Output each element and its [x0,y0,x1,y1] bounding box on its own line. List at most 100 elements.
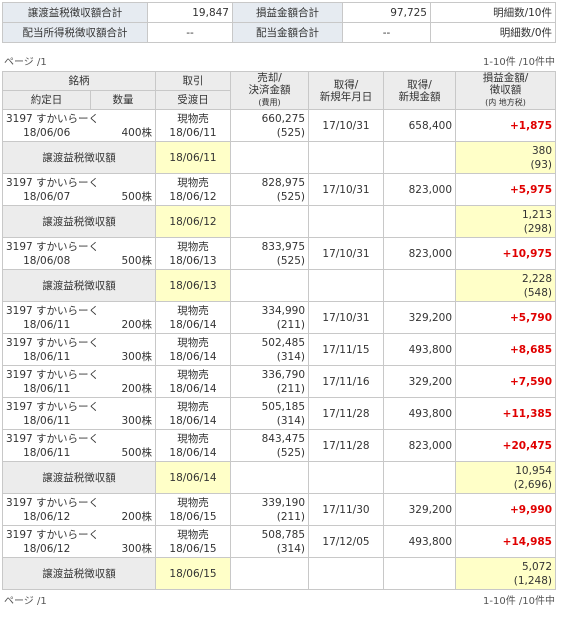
settle-date: 18/06/11 [169,126,217,139]
header-row: 銘柄 取引 売却/決済金額 (費用) 取得/新規年月日 取得/新規金額 損益金額/… [2,71,556,110]
empty-cell [383,269,456,302]
header-cell: 数量 [90,90,156,110]
stock-name: 3197 すかいらーく [6,496,100,509]
stock-detail: 18/06/11 200株 [6,318,152,332]
acq-date: 17/10/31 [308,301,384,334]
tax-row: 譲渡益税徴収額 18/06/14 10,954 (2,696) [2,461,556,494]
trade-kind: 現物売 [177,528,209,541]
header-cell: 約定日 [2,90,91,110]
stock-name: 3197 すかいらーく [6,240,100,253]
sale-amount: 336,790 [261,368,305,381]
stock-cell: 3197 すかいらーく 18/06/11 200株 [2,301,156,334]
summary-label: 損益金額合計 [232,2,343,23]
settle-date: 18/06/14 [169,318,217,331]
stock-detail: 18/06/06 400株 [6,126,152,140]
summary-table: 譲渡益税徴収額合計 19,847 損益金額合計 97,725 明細数/10件 配当所得税徴… [2,2,556,43]
header-text: 取得/ [333,78,359,91]
tax-amount: 2,228 [521,272,552,285]
sale-amount: 843,475 [261,432,305,445]
stock-name: 3197 すかいらーく [6,176,100,189]
empty-cell [383,557,456,590]
sale-amount: 339,190 [261,496,305,509]
stock-cell: 3197 すかいらーく 18/06/11 300株 [2,333,156,366]
summary-row: 配当所得税徴収額合計 -- 配当金額合計 -- 明細数/0件 [2,22,556,43]
acq-date: 17/11/15 [308,333,384,366]
stock-detail: 18/06/12 300株 [6,542,152,556]
stock-cell: 3197 すかいらーく 18/06/12 300株 [2,525,156,558]
sale-amount: 505,185 [261,400,305,413]
tax-amount-cell: 2,228 (548) [455,269,556,302]
profit-loss: +11,385 [455,397,556,430]
tax-local: (93) [530,158,552,171]
sale-cell: 660,275 (525) [230,109,309,142]
exec-date: 18/06/07 [23,190,71,203]
header-cell: 取得/新規金額 [383,71,456,110]
empty-cell [308,141,384,174]
sale-amount: 660,275 [261,112,305,125]
exec-date: 18/06/11 [23,414,71,427]
tax-local: (2,696) [513,478,552,491]
quantity: 300株 [121,350,152,363]
quantity: 500株 [121,446,152,459]
count-label: 1-10件 /10件中 [483,596,555,607]
sale-fee: (211) [276,382,305,395]
sale-cell: 828,975 (525) [230,173,309,206]
exec-date: 18/06/11 [23,446,71,459]
trade-kind: 現物売 [177,336,209,349]
acq-date: 17/11/28 [308,397,384,430]
stock-detail: 18/06/11 200株 [6,382,152,396]
exec-date: 18/06/06 [23,126,71,139]
acq-amount: 493,800 [383,525,456,558]
header-cell: 取引 [155,71,231,91]
acq-amount: 329,200 [383,301,456,334]
trade-row: 3197 すかいらーく 18/06/06 400株 現物売 18/06/11 660,27… [2,109,556,142]
tax-row: 譲渡益税徴収額 18/06/15 5,072 (1,248) [2,557,556,590]
settle-date: 18/06/13 [169,254,217,267]
empty-cell [230,205,309,238]
trade-row: 3197 すかいらーく 18/06/12 200株 現物売 18/06/15 339,19… [2,493,556,526]
stock-cell: 3197 すかいらーく 18/06/11 200株 [2,365,156,398]
acq-date: 17/10/31 [308,237,384,270]
profit-loss: +20,475 [455,429,556,462]
summary-value: -- [147,22,233,43]
sale-cell: 843,475 (525) [230,429,309,462]
tax-date: 18/06/14 [155,461,231,494]
sale-fee: (525) [276,190,305,203]
acq-date: 17/11/28 [308,429,384,462]
empty-cell [383,141,456,174]
header-text: 新規金額 [398,90,441,103]
empty-cell [230,557,309,590]
stock-cell: 3197 すかいらーく 18/06/06 400株 [2,109,156,142]
stock-name: 3197 すかいらーく [6,528,100,541]
sale-cell: 334,990 (211) [230,301,309,334]
tax-amount: 10,954 [515,464,552,477]
trade-kind: 現物売 [177,432,209,445]
header-cell: 取得/新規年月日 [308,71,384,110]
settle-date: 18/06/12 [169,190,217,203]
summary-value: 明細数/0件 [430,22,556,43]
quantity: 500株 [121,254,152,267]
settle-date: 18/06/14 [169,350,217,363]
count-label: 1-10件 /10件中 [483,57,555,68]
trade-cell: 現物売 18/06/14 [155,429,231,462]
header-text: 損益金額/ [482,72,529,85]
summary-label: 配当所得税徴収額合計 [2,22,148,43]
exec-date: 18/06/12 [23,542,71,555]
acq-amount: 329,200 [383,365,456,398]
stock-detail: 18/06/07 500株 [6,190,152,204]
summary-label: 配当金額合計 [232,22,343,43]
profit-loss: +1,875 [455,109,556,142]
settle-date: 18/06/14 [169,414,217,427]
summary-value: 19,847 [147,2,233,23]
header-text: (費用) [258,98,281,107]
stock-name: 3197 すかいらーく [6,112,100,125]
tax-amount: 1,213 [521,208,552,221]
empty-cell [230,269,309,302]
stock-name: 3197 すかいらーく [6,336,100,349]
tax-row: 譲渡益税徴収額 18/06/13 2,228 (548) [2,269,556,302]
tax-amount-cell: 380 (93) [455,141,556,174]
trade-row: 3197 すかいらーく 18/06/11 500株 現物売 18/06/14 843,47… [2,429,556,462]
results-table: 銘柄 取引 売却/決済金額 (費用) 取得/新規年月日 取得/新規金額 損益金額/… [2,71,556,590]
profit-loss: +10,975 [455,237,556,270]
sale-amount: 508,785 [261,528,305,541]
